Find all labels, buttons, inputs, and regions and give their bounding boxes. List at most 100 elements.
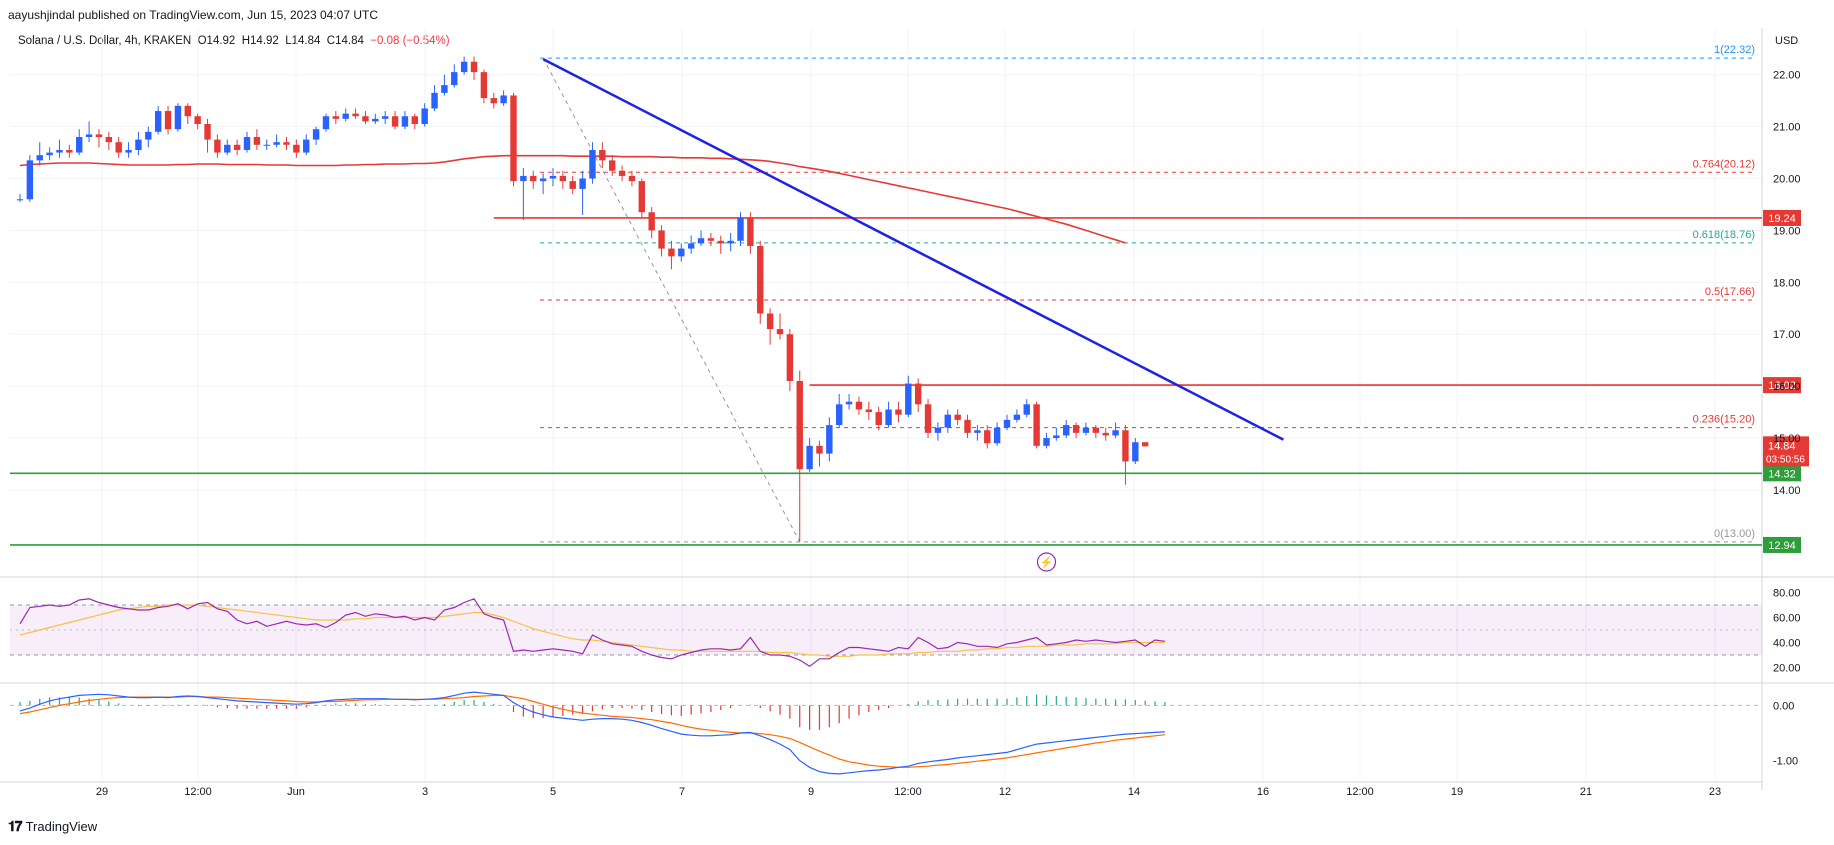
candle bbox=[1082, 422, 1090, 436]
candle bbox=[510, 92, 517, 187]
candle bbox=[125, 142, 132, 158]
candle-body bbox=[786, 334, 794, 381]
event-marker-icon bbox=[1036, 552, 1057, 572]
candle-body bbox=[865, 409, 873, 413]
candle-body bbox=[204, 124, 211, 140]
candle bbox=[865, 401, 873, 420]
candle bbox=[283, 137, 290, 150]
candle-body bbox=[984, 430, 991, 444]
candle bbox=[184, 103, 191, 125]
price-tick-6: 16.00 bbox=[1773, 381, 1801, 393]
ohlc-low: L14.84 bbox=[285, 35, 321, 47]
candle-body bbox=[115, 142, 122, 153]
price-tick-3: 19.00 bbox=[1773, 225, 1801, 237]
candle-body bbox=[1043, 438, 1050, 446]
price-axis: USD 22.00 21.00 20.00 19.00 18.00 17.00 16.00 15… bbox=[1773, 35, 1801, 497]
candle-body bbox=[1141, 442, 1149, 447]
candle-body bbox=[342, 113, 349, 119]
macd-line bbox=[19, 691, 1165, 775]
candle bbox=[618, 165, 626, 182]
ohlc-open: O14.92 bbox=[197, 35, 236, 47]
candle-body bbox=[441, 85, 448, 93]
time-axis: 29 12:00 Jun 3 5 7 9 12:00 12 14 16 12:00 19 21 23 bbox=[96, 786, 1721, 798]
candle bbox=[826, 417, 833, 462]
level-badge-text-16.02: 16.02 bbox=[1768, 380, 1796, 392]
candle bbox=[1013, 409, 1021, 423]
candle bbox=[95, 129, 103, 148]
fib-retracement: 1(22.32) 0.764(20.12) 0.618(18.76) 0.5(17.6… bbox=[540, 44, 1755, 543]
candle bbox=[944, 409, 951, 433]
moving-average-line bbox=[19, 154, 1126, 244]
candle-body bbox=[66, 149, 73, 153]
candle-body bbox=[539, 178, 547, 182]
candle bbox=[924, 399, 932, 439]
candle-body bbox=[381, 116, 389, 119]
candle bbox=[934, 422, 942, 441]
candle-body bbox=[1063, 425, 1070, 436]
fib-label-1: 1(22.32) bbox=[1714, 44, 1755, 56]
candle-body bbox=[974, 430, 981, 433]
candle bbox=[786, 329, 794, 392]
candle bbox=[1003, 414, 1011, 431]
candle bbox=[816, 440, 823, 467]
candle-body bbox=[905, 383, 912, 415]
level-badge-19.24 bbox=[1763, 209, 1801, 226]
rsi-ma-line bbox=[19, 604, 1165, 657]
candle bbox=[1132, 438, 1139, 464]
candle-body bbox=[589, 149, 596, 179]
candle-body bbox=[993, 427, 1001, 444]
candle-body bbox=[579, 178, 586, 189]
candle bbox=[855, 396, 863, 415]
level-badge-text-12.94: 12.94 bbox=[1768, 540, 1796, 552]
candle bbox=[332, 111, 340, 125]
candle bbox=[1072, 422, 1080, 439]
candle bbox=[628, 170, 636, 187]
candle bbox=[678, 243, 685, 262]
time-tick-12: 19 bbox=[1451, 786, 1463, 798]
candle bbox=[500, 90, 507, 106]
candle-body bbox=[293, 144, 300, 153]
macd-pane: 0.00 -1.00 bbox=[10, 691, 1798, 775]
candle-body bbox=[806, 445, 813, 470]
candle-body bbox=[766, 313, 774, 330]
bar-countdown: 03:50:56 bbox=[1766, 454, 1805, 465]
candle bbox=[1053, 427, 1060, 441]
candle-body bbox=[628, 175, 636, 182]
candle bbox=[1043, 432, 1050, 449]
candle-body bbox=[875, 412, 882, 426]
candle bbox=[362, 111, 369, 125]
candle bbox=[954, 409, 961, 426]
ohlc-close: C14.84 bbox=[326, 35, 364, 47]
candle bbox=[539, 173, 547, 195]
time-tick-13: 21 bbox=[1580, 786, 1592, 798]
candle-body bbox=[322, 116, 330, 130]
price-tick-4: 18.00 bbox=[1773, 277, 1801, 289]
candle bbox=[1033, 401, 1040, 449]
tradingview-logo[interactable]: 𝟏𝟕 TradingView bbox=[8, 818, 97, 835]
candle-body bbox=[549, 175, 557, 179]
candle-body bbox=[1092, 427, 1100, 433]
time-tick-9: 14 bbox=[1128, 786, 1140, 798]
price-tick-1: 21.00 bbox=[1773, 122, 1801, 134]
candle bbox=[1122, 425, 1129, 485]
candle-body bbox=[253, 137, 261, 145]
time-tick-2: Jun bbox=[287, 786, 305, 798]
candle bbox=[589, 142, 596, 184]
candle-body bbox=[480, 72, 488, 99]
candle-body bbox=[697, 238, 705, 244]
candle bbox=[480, 69, 488, 104]
candle bbox=[885, 401, 892, 428]
candle-body bbox=[1112, 430, 1119, 436]
candle bbox=[411, 113, 418, 130]
level-badge-12.94 bbox=[1763, 536, 1801, 553]
candle bbox=[224, 139, 231, 156]
candle-body bbox=[26, 160, 34, 200]
candle-body bbox=[273, 142, 280, 145]
ohlc-high: H14.92 bbox=[241, 35, 279, 47]
candle-body bbox=[500, 95, 507, 104]
candle-body bbox=[352, 113, 359, 117]
candle-body bbox=[520, 175, 527, 182]
time-tick-10: 16 bbox=[1257, 786, 1269, 798]
candle-body bbox=[362, 116, 369, 122]
